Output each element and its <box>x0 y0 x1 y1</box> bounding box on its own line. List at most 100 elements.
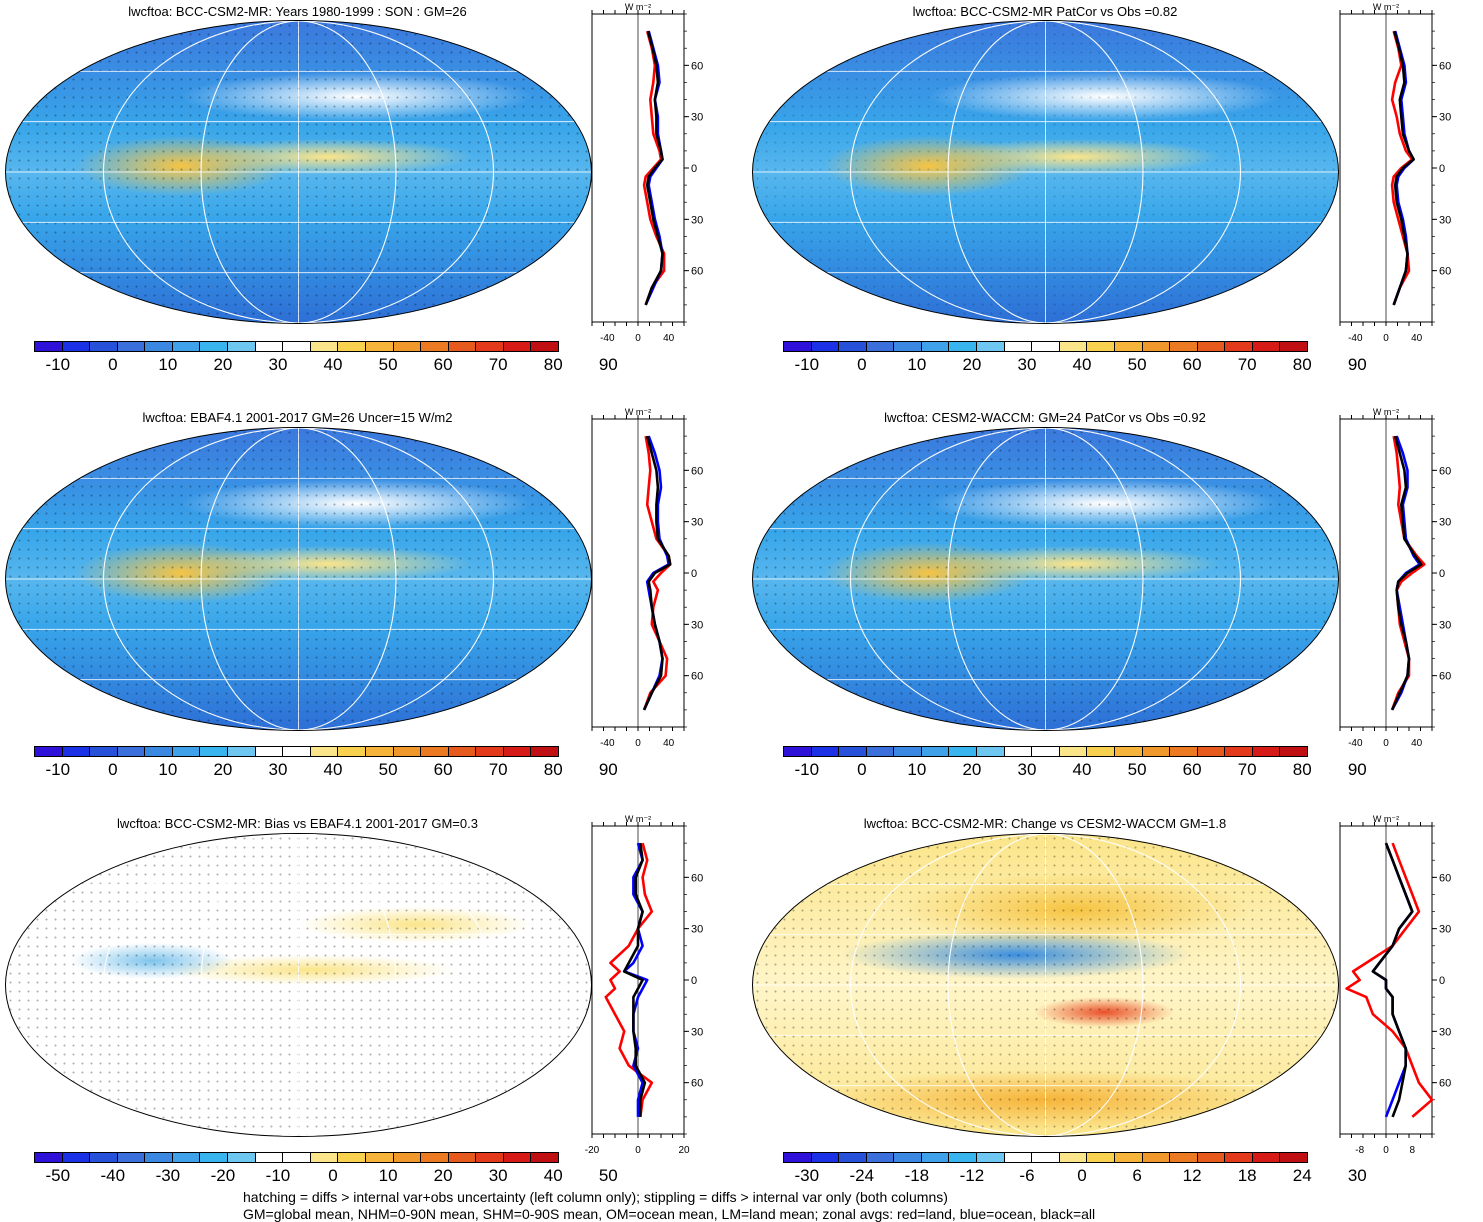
x-tick-label: -40 <box>1348 333 1363 344</box>
colorbar-swatch <box>1087 342 1115 351</box>
map-bcc-patcor <box>752 20 1339 324</box>
colorbar-swatch <box>1170 1153 1198 1162</box>
zonal-plot-change: -8 0 8 W m⁻² 60N 30N 0 30S 60S <box>1339 814 1452 1156</box>
colorbar-swatch <box>448 747 477 756</box>
zonal-series-land <box>604 842 654 1118</box>
colorbar-tick-label: 20 <box>213 760 233 779</box>
colorbar-swatch <box>365 342 394 351</box>
colorbar-tick-label: -40 <box>100 1166 126 1185</box>
colorbar-tick-label: 20 <box>213 355 233 374</box>
colorbar-swatch <box>228 342 256 351</box>
colorbar-swatch <box>283 342 311 351</box>
colorbar-swatch <box>1059 1153 1088 1162</box>
colorbar-swatch <box>283 747 311 756</box>
colorbar-tick-label: 40 <box>543 1166 563 1185</box>
colorbar-tick-label: -30 <box>794 1166 820 1185</box>
y-tick-label: 30N <box>691 112 704 124</box>
longitude-line <box>200 21 397 323</box>
colorbar-tick-label: -30 <box>155 1166 181 1185</box>
colorbar-tick-label: 10 <box>378 1166 398 1185</box>
y-tick-label: 60S <box>1439 1078 1452 1090</box>
colorbar-swatch <box>1197 747 1226 756</box>
x-tick-label: 40 <box>1411 738 1423 749</box>
colorbar-swatch <box>784 342 812 351</box>
colorbar-tick-label: -6 <box>1019 1166 1035 1185</box>
y-tick-label: 30S <box>691 214 704 226</box>
colorbar-swatch <box>1059 342 1088 351</box>
x-tick-label: 0 <box>1383 333 1389 344</box>
map-change <box>752 833 1339 1137</box>
colorbar-swatch <box>145 1153 173 1162</box>
colorbar-swatch <box>1004 342 1033 351</box>
y-tick-label: 0 <box>1439 163 1445 175</box>
colorbar-tick-label: 30 <box>268 760 288 779</box>
colorbar-swatch <box>365 747 394 756</box>
graticule <box>753 834 1338 1136</box>
unit-label: W m⁻² <box>625 407 651 417</box>
colorbar-change <box>783 1152 1308 1163</box>
longitude-line <box>103 834 494 1136</box>
zonal-plot-bcc: -40 0 40 W m⁻² 60N 30N 0 30S 60S <box>591 2 704 344</box>
colorbar-swatch <box>1280 747 1307 756</box>
colorbar-swatch <box>1197 1153 1226 1162</box>
colorbar-swatch <box>839 342 867 351</box>
colorbar-tick-label: 50 <box>1127 760 1147 779</box>
longitude-line <box>850 21 1241 323</box>
colorbar-tick-label: 10 <box>158 355 178 374</box>
footer-note-legend: GM=global mean, NHM=0-90N mean, SHM=0-90… <box>243 1206 1096 1222</box>
colorbar-swatch <box>255 342 284 351</box>
colorbar-swatch <box>921 1153 950 1162</box>
longitude-line <box>103 428 494 730</box>
colorbar-tick-label: -10 <box>45 760 71 779</box>
colorbar-swatch <box>949 747 978 756</box>
colorbar-tick-label: -20 <box>210 1166 236 1185</box>
map-cesm <box>752 427 1339 731</box>
colorbar-tick-label: 60 <box>433 355 453 374</box>
colorbar-tick-label: 90 <box>598 355 618 374</box>
longitude-line <box>103 21 494 323</box>
colorbar-tick-label: 10 <box>907 760 927 779</box>
colorbar-swatch <box>90 747 118 756</box>
y-tick-label: 30N <box>1439 112 1452 124</box>
colorbar-swatch <box>894 1153 922 1162</box>
colorbar-tick-label: 90 <box>598 760 618 779</box>
unit-label: W m⁻² <box>625 2 651 12</box>
longitude-line <box>850 834 1241 1136</box>
colorbar-swatch <box>338 342 366 351</box>
colorbar-swatch <box>977 747 1005 756</box>
colorbar-swatch <box>866 342 895 351</box>
colorbar-swatch <box>839 747 867 756</box>
zonal-series-ocean <box>622 842 649 1117</box>
graticule <box>753 21 1338 323</box>
y-tick-label: 60S <box>1439 266 1452 278</box>
map-ebaf <box>5 427 592 731</box>
colorbar-tick-label: 50 <box>598 1166 618 1185</box>
colorbar-swatch <box>145 342 173 351</box>
zonal-series-land <box>1345 842 1434 1118</box>
colorbar-swatch <box>1252 342 1281 351</box>
colorbar-swatch <box>145 747 173 756</box>
colorbar-swatch <box>172 1153 201 1162</box>
graticule <box>6 21 591 323</box>
colorbar-swatch <box>228 1153 256 1162</box>
colorbar-tick-label: 20 <box>962 355 982 374</box>
colorbar-swatch <box>503 342 532 351</box>
x-tick-label: -40 <box>600 738 615 749</box>
colorbar-swatch <box>421 1153 449 1162</box>
map-title-bcc: lwcftoa: BCC-CSM2-MR: Years 1980-1999 : … <box>128 4 467 19</box>
y-tick-label: 0 <box>691 975 697 987</box>
zonal-series-ocean <box>1371 842 1414 1118</box>
longitude-line <box>947 834 1144 1136</box>
y-tick-label: 60N <box>691 465 704 477</box>
colorbar-swatch <box>1032 342 1060 351</box>
y-tick-label: 0 <box>691 568 697 580</box>
colorbar-tick-label: 30 <box>488 1166 508 1185</box>
colorbar-tick-label: 80 <box>543 355 563 374</box>
colorbar-tick-label: -10 <box>265 1166 291 1185</box>
colorbar-bias <box>34 1152 559 1163</box>
colorbar-tick-label: 90 <box>1347 355 1367 374</box>
zonal-series-land <box>642 435 672 711</box>
colorbar-tick-label: 20 <box>962 760 982 779</box>
colorbar-swatch <box>476 747 504 756</box>
colorbar-tick-label: 0 <box>328 1166 338 1185</box>
